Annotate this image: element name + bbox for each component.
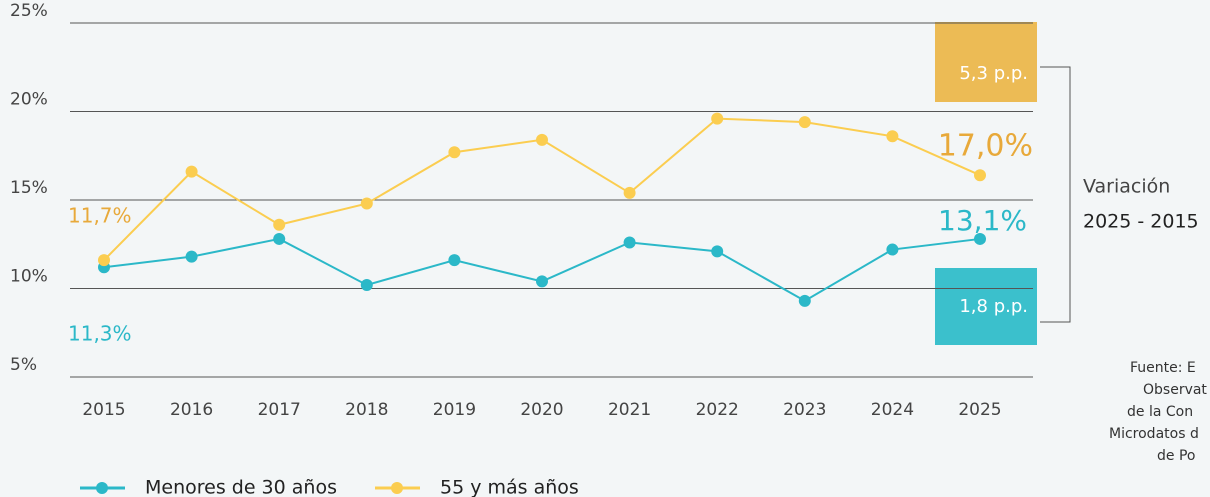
annotation: 11,3% [68, 322, 132, 346]
point [798, 294, 811, 307]
point [360, 278, 373, 291]
annotation: 11,7% [68, 204, 132, 228]
point [536, 275, 548, 288]
x-tick-label: 2021 [608, 400, 651, 420]
point [273, 218, 286, 231]
point [623, 236, 636, 249]
legend-dot [96, 482, 108, 494]
variation-box-30 [935, 268, 1037, 345]
point [98, 254, 110, 267]
source-line: de la Con [1127, 404, 1193, 420]
point [886, 243, 899, 256]
annotation: Variación [1083, 176, 1170, 198]
x-tick-label: 2019 [433, 400, 476, 420]
point [623, 186, 636, 199]
x-tick-label: 2023 [783, 400, 826, 420]
legend-label: 55 y más años [440, 477, 579, 497]
point [711, 245, 724, 258]
annotation: 17,0% [938, 129, 1033, 164]
point [974, 169, 986, 182]
source-line: Fuente: E [1130, 360, 1196, 376]
x-tick-label: 2015 [82, 400, 125, 420]
point [360, 197, 373, 210]
legend-dot [391, 482, 403, 494]
x-tick-label: 2024 [871, 400, 914, 420]
annotation: 5,3 p.p. [959, 63, 1028, 84]
source-line: Microdatos d [1109, 426, 1199, 442]
point [185, 250, 198, 263]
bracket [1040, 66, 1071, 323]
source-line: de Po [1157, 448, 1195, 464]
annotation: 13,1% [938, 204, 1027, 237]
point [273, 232, 286, 245]
legend-label: Menores de 30 años [145, 477, 337, 497]
y-tick-label: 10% [10, 267, 48, 287]
y-tick-label: 20% [10, 90, 48, 110]
point [886, 130, 899, 143]
y-tick-label: 5% [10, 355, 37, 375]
variation-box-55 [935, 22, 1037, 102]
y-tick-label: 25% [10, 1, 48, 21]
annotation: 2025 - 2015 [1083, 211, 1199, 233]
x-tick-label: 2017 [258, 400, 301, 420]
source-line: Observat [1143, 382, 1207, 398]
point [448, 254, 461, 267]
point [536, 133, 548, 146]
x-tick-label: 2018 [345, 400, 388, 420]
x-tick-label: 2020 [520, 400, 563, 420]
annotation: 1,8 p.p. [959, 296, 1028, 317]
series-line [103, 237, 981, 303]
x-tick-label: 2025 [958, 400, 1001, 420]
point [974, 232, 986, 245]
point [448, 146, 461, 159]
point [711, 112, 724, 125]
x-tick-label: 2016 [170, 400, 213, 420]
point [185, 165, 198, 178]
y-tick-label: 15% [10, 178, 48, 198]
x-tick-label: 2022 [696, 400, 739, 420]
point [798, 116, 811, 129]
